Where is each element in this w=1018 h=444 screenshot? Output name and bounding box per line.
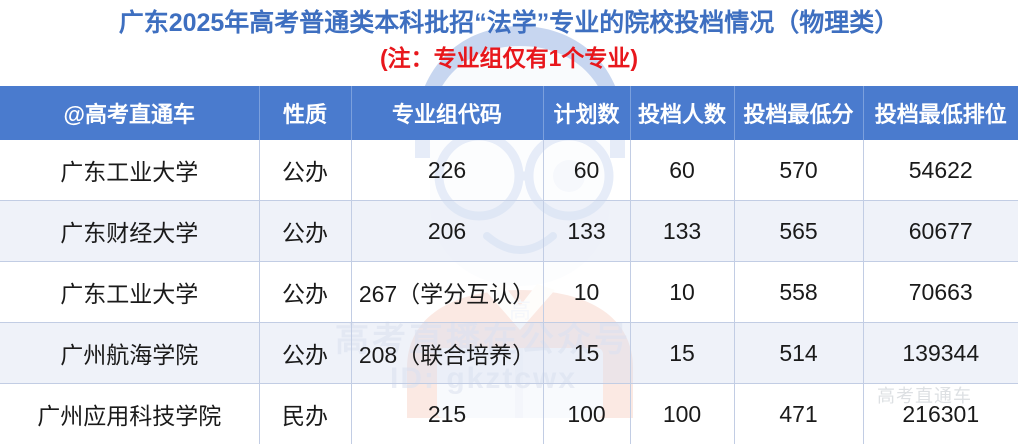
cell-nature: 公办	[259, 323, 351, 384]
cell-code: 206	[351, 201, 543, 262]
cell-nature: 民办	[259, 384, 351, 444]
table-header-row: @高考直通车 性质 专业组代码 计划数 投档人数 投档最低分 投档最低排位	[0, 86, 1018, 140]
cell-school: 广州应用科技学院	[0, 384, 259, 444]
cell-rank: 216301	[863, 384, 1018, 444]
cell-rank: 70663	[863, 262, 1018, 323]
cell-nature: 公办	[259, 262, 351, 323]
table-row[interactable]: 广东工业大学 公办 267（学分互认） 10 10 558 70663	[0, 262, 1018, 323]
cell-people: 15	[630, 323, 734, 384]
table-row[interactable]: 广州应用科技学院 民办 215 100 100 471 216301	[0, 384, 1018, 444]
title-block: 广东2025年高考普通类本科批招“法学”专业的院校投档情况（物理类） (注：专业…	[0, 0, 1018, 86]
cell-score: 514	[734, 323, 863, 384]
cell-nature: 公办	[259, 201, 351, 262]
cell-school: 广东工业大学	[0, 140, 259, 201]
cell-school: 广东财经大学	[0, 201, 259, 262]
cell-code: 226	[351, 140, 543, 201]
cell-people: 10	[630, 262, 734, 323]
column-header-score[interactable]: 投档最低分	[734, 86, 863, 140]
column-header-nature[interactable]: 性质	[259, 86, 351, 140]
table-row[interactable]: 广州航海学院 公办 208（联合培养） 15 15 514 139344	[0, 323, 1018, 384]
cell-plan: 15	[543, 323, 630, 384]
table-header: @高考直通车 性质 专业组代码 计划数 投档人数 投档最低分 投档最低排位	[0, 86, 1018, 140]
cell-score: 471	[734, 384, 863, 444]
cell-score: 570	[734, 140, 863, 201]
column-header-rank[interactable]: 投档最低排位	[863, 86, 1018, 140]
cell-plan: 133	[543, 201, 630, 262]
cell-score: 565	[734, 201, 863, 262]
cell-nature: 公办	[259, 140, 351, 201]
admission-table: @高考直通车 性质 专业组代码 计划数 投档人数 投档最低分 投档最低排位 广东…	[0, 86, 1018, 444]
column-header-code[interactable]: 专业组代码	[351, 86, 543, 140]
column-header-school[interactable]: @高考直通车	[0, 86, 259, 140]
column-header-people[interactable]: 投档人数	[630, 86, 734, 140]
cell-people: 100	[630, 384, 734, 444]
cell-school: 广东工业大学	[0, 262, 259, 323]
cell-rank: 60677	[863, 201, 1018, 262]
cell-code: 267（学分互认）	[351, 262, 543, 323]
table-body: 广东工业大学 公办 226 60 60 570 54622 广东财经大学 公办 …	[0, 140, 1018, 444]
cell-rank: 139344	[863, 323, 1018, 384]
page-title: 广东2025年高考普通类本科批招“法学”专业的院校投档情况（物理类）	[0, 6, 1018, 40]
cell-plan: 10	[543, 262, 630, 323]
cell-people: 60	[630, 140, 734, 201]
cell-score: 558	[734, 262, 863, 323]
cell-plan: 60	[543, 140, 630, 201]
page-subtitle: (注：专业组仅有1个专业)	[0, 42, 1018, 74]
table-row[interactable]: 广东财经大学 公办 206 133 133 565 60677	[0, 201, 1018, 262]
column-header-plan[interactable]: 计划数	[543, 86, 630, 140]
cell-code: 215	[351, 384, 543, 444]
cell-people: 133	[630, 201, 734, 262]
table-row[interactable]: 广东工业大学 公办 226 60 60 570 54622	[0, 140, 1018, 201]
cell-rank: 54622	[863, 140, 1018, 201]
cell-plan: 100	[543, 384, 630, 444]
cell-code: 208（联合培养）	[351, 323, 543, 384]
cell-school: 广州航海学院	[0, 323, 259, 384]
